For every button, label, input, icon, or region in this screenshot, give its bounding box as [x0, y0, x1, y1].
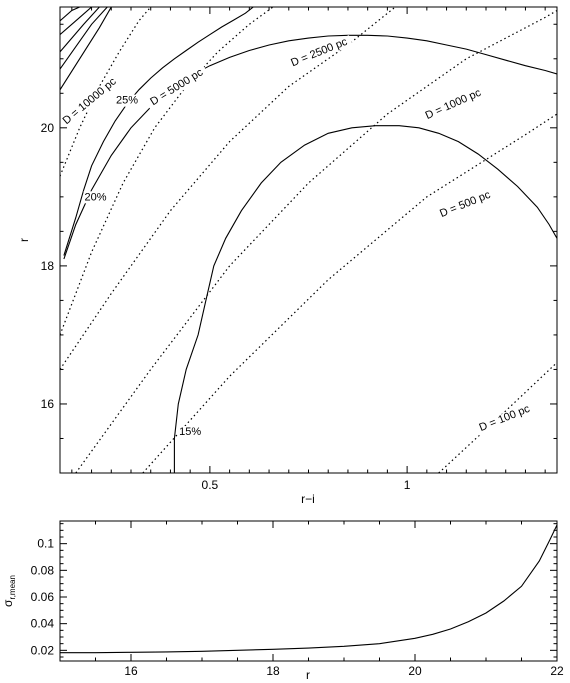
label-mask-1: [145, 65, 209, 111]
y-tick-label: 0.1: [37, 537, 54, 551]
sigma-line: [60, 524, 557, 654]
x-tick-label: 20: [408, 664, 422, 678]
label-mask-8: [178, 426, 205, 439]
y-tick-label: 0.04: [31, 617, 55, 631]
annotation-label: D = 1000 pc: [424, 87, 484, 122]
bottom-y-ticks: 0.02 0.04 0.06 0.08 0.1: [31, 523, 557, 658]
label-mask-0: [60, 75, 120, 128]
distance-line-4: [142, 113, 557, 473]
contour-line-1: [63, 7, 254, 256]
distance-line-5: [438, 362, 557, 473]
label-mask-5: [471, 401, 539, 437]
bottom-panel: 16 18 20 22 0.02 0.04 0.06 0.08 0.1 r σr,mean: [1, 520, 564, 682]
y-tick-label: 0.08: [31, 563, 55, 577]
bottom-plot-frame: [59, 520, 558, 662]
bottom-x-ticks: 16 18 20 22: [95, 521, 564, 678]
distance-line-3: [75, 9, 557, 473]
x-tick-label: 22: [550, 664, 564, 678]
contour-lines: [60, 7, 557, 473]
x-tick-label: 0.5: [202, 478, 219, 492]
y-tick-label: 16: [41, 397, 55, 411]
distance-line-1: [60, 7, 274, 336]
label-mask-2: [285, 35, 353, 71]
annotation-label: 15%: [179, 426, 201, 438]
contour-line-7: [60, 7, 80, 22]
label-mask-6: [115, 94, 142, 107]
top-y-ticks: 16 18 20: [41, 23, 557, 439]
y-tick-label: 18: [41, 259, 55, 273]
annotation-labels: D = 10000 pc D = 5000 pcD = 2500 pcD = 10…: [60, 35, 539, 439]
x-tick-label: 1: [404, 478, 411, 492]
y-tick-label: 20: [41, 121, 55, 135]
top-plot-frame: [59, 6, 558, 474]
distance-lines: [60, 7, 557, 473]
annotation-label: D = 100 pc: [478, 403, 533, 434]
contour-line-5: [60, 7, 100, 53]
contour-line-2: [173, 125, 557, 473]
bottom-x-axis-label: r: [306, 668, 310, 682]
top-x-axis-label: r−i: [301, 492, 315, 506]
top-y-axis-label: r: [17, 238, 31, 242]
contour-line-6: [60, 7, 92, 36]
y-tick-label: 0.06: [31, 590, 55, 604]
annotation-label: 25%: [116, 95, 138, 107]
label-mask-4: [431, 187, 499, 223]
annotation-label: 20%: [84, 191, 106, 203]
label-mask-3: [420, 85, 487, 124]
x-tick-label: 18: [266, 664, 280, 678]
distance-line-0: [60, 7, 152, 177]
annotation-label: D = 2500 pc: [289, 36, 349, 70]
label-mask-7: [83, 191, 110, 204]
top-x-ticks: 0.5 1: [71, 7, 546, 492]
y-tick-label: 0.02: [31, 643, 55, 657]
contour-line-4: [60, 7, 108, 70]
x-tick-label: 16: [124, 664, 138, 678]
annotation-label: D = 10000 pc: [61, 75, 119, 127]
annotation-label: D = 500 pc: [438, 189, 493, 220]
sigma-series: [60, 524, 557, 654]
distance-line-2: [60, 7, 396, 370]
top-panel: D = 10000 pc D = 5000 pcD = 2500 pcD = 10…: [17, 6, 558, 506]
contour-line-3: [60, 7, 112, 91]
contour-line-0: [63, 34, 557, 260]
bottom-y-axis-label: σr,mean: [1, 575, 17, 607]
